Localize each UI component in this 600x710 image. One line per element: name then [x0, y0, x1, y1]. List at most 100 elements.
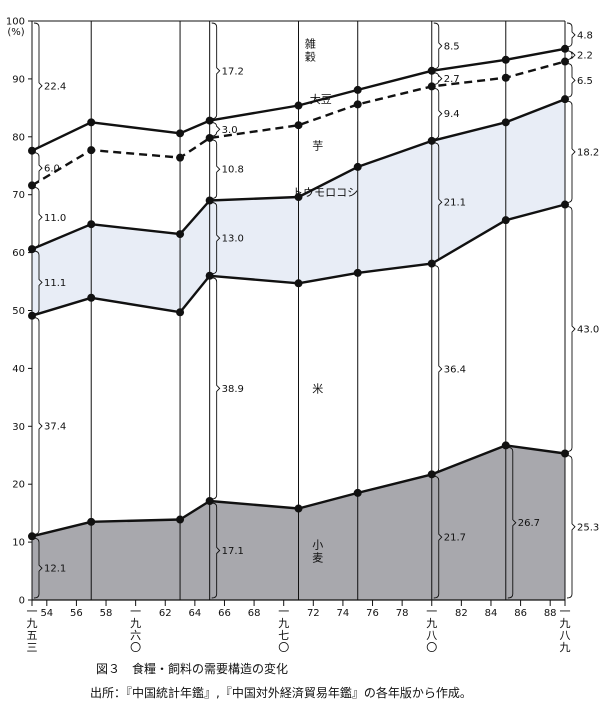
- share-label-1953-22.4: 22.4: [44, 81, 66, 92]
- bracket-1953-6.0: [33, 152, 43, 184]
- x-tick-label-1953-1: 九: [27, 617, 38, 630]
- crop-label-misc-grain-1: 穀: [305, 50, 316, 63]
- crop-label-misc-grain-0: 雑: [305, 36, 316, 50]
- point-soybean-1963: [176, 129, 185, 138]
- point-soybean-1989: [561, 44, 569, 53]
- y-tick-label-20: 20: [12, 480, 25, 491]
- point-rice-1965: [205, 271, 214, 280]
- share-label-1953-11.1: 11.1: [44, 278, 66, 289]
- bracket-1980-2.7: [433, 72, 443, 85]
- x-tick-label-1980-0: 一: [426, 605, 437, 618]
- x-tick-label-1964: 64: [188, 608, 201, 619]
- point-soybean-1975: [353, 85, 362, 94]
- crop-label-soybean: 大豆: [310, 92, 332, 106]
- bracket-1989-2.2: [566, 50, 576, 60]
- share-label-1965-38.9: 38.9: [222, 384, 244, 395]
- bracket-1980-21.7: [433, 475, 443, 599]
- share-label-1989-43.0: 43.0: [577, 325, 599, 336]
- share-label-1965-13.0: 13.0: [222, 234, 244, 245]
- bracket-1980-8.5: [433, 22, 443, 70]
- bracket-1953-11.1: [33, 250, 43, 315]
- x-tick-label-1960-1: 九: [130, 617, 141, 630]
- point-soybean-1985: [501, 55, 510, 64]
- bracket-1953-22.4: [33, 22, 43, 150]
- x-tick-label-1970-3: 〇: [278, 641, 289, 654]
- share-label-1953-37.4: 37.4: [44, 422, 66, 433]
- x-tick-label-1958: 58: [100, 608, 113, 619]
- x-tick-label-1984: 84: [485, 608, 498, 619]
- bracket-1989-6.5: [566, 63, 576, 98]
- x-tick-label-1960-2: 六: [130, 629, 141, 642]
- share-label-1985-26.7: 26.7: [518, 518, 540, 529]
- crop-label-rice: 米: [312, 383, 323, 396]
- point-corn-1975: [353, 162, 362, 171]
- point-potato-1989: [561, 57, 569, 66]
- share-label-1953-11.0: 11.0: [44, 213, 66, 224]
- share-label-1965-3.0: 3.0: [222, 125, 238, 136]
- bracket-1953-11.0: [33, 186, 43, 248]
- point-rice-1985: [501, 216, 510, 225]
- x-tick-label-1978: 78: [396, 608, 409, 619]
- point-potato-1963: [176, 153, 185, 162]
- point-corn-1963: [176, 230, 185, 239]
- crop-label-corn: トウモロコシ: [292, 186, 358, 199]
- point-rice-1957: [87, 293, 96, 302]
- point-rice-1975: [353, 268, 362, 277]
- point-potato-1980: [427, 82, 436, 91]
- x-tick-label-1988: 88: [544, 608, 557, 619]
- point-wheat-1975: [353, 488, 362, 497]
- x-tick-label-1974: 74: [337, 608, 350, 619]
- figure-source: 出所：『中国統計年鑑』,『中国対外経済貿易年鑑』の各年版から作成。: [90, 686, 472, 700]
- y-tick-label-10: 10: [12, 538, 25, 549]
- share-label-1980-9.4: 9.4: [444, 109, 460, 120]
- x-tick-label-1989-2: 八: [560, 629, 571, 642]
- x-tick-label-1976: 76: [366, 608, 379, 619]
- x-tick-label-1956: 56: [70, 608, 83, 619]
- point-corn-1989: [561, 95, 569, 104]
- x-tick-label-1980-2: 八: [426, 629, 437, 642]
- point-potato-1975: [353, 100, 362, 109]
- point-wheat-1963: [176, 515, 185, 524]
- crop-label-wheat-1: 麦: [312, 551, 323, 564]
- x-tick-label-1989-3: 九: [560, 641, 571, 654]
- y-axis-unit: (%): [7, 27, 24, 38]
- x-tick-label-1970-0: 一: [278, 605, 289, 618]
- x-tick-label-1980-1: 九: [426, 617, 437, 630]
- y-tick-label-60: 60: [12, 248, 25, 259]
- share-label-1989-2.2: 2.2: [577, 51, 593, 62]
- x-tick-label-1968: 68: [248, 608, 261, 619]
- x-tick-label-1953-3: 三: [27, 641, 38, 654]
- point-soybean-1953: [28, 146, 36, 155]
- share-label-1980-2.7: 2.7: [444, 74, 460, 85]
- share-label-1965-17.1: 17.1: [222, 546, 244, 557]
- bracket-1953-12.1: [33, 537, 43, 599]
- bracket-1980-21.1: [433, 142, 443, 263]
- y-tick-label-0: 0: [19, 596, 25, 607]
- x-tick-label-1980-3: 〇: [426, 641, 437, 654]
- point-wheat-1965: [205, 496, 214, 505]
- x-tick-label-1989-0: 一: [560, 605, 571, 618]
- point-rice-1980: [427, 259, 436, 268]
- point-corn-1953: [28, 245, 36, 254]
- bracket-1965-13.0: [211, 202, 221, 275]
- point-rice-1953: [28, 311, 36, 320]
- point-potato-1957: [87, 146, 96, 155]
- y-tick-label-100: 100: [6, 17, 25, 28]
- x-tick-label-1982: 82: [455, 608, 468, 619]
- point-wheat-1980: [427, 470, 436, 479]
- bracket-1989-43.0: [566, 206, 576, 452]
- share-label-1989-25.3: 25.3: [577, 522, 599, 533]
- share-label-1965-10.8: 10.8: [222, 165, 244, 176]
- y-tick-label-50: 50: [12, 306, 25, 317]
- bracket-1985-26.7: [507, 446, 517, 599]
- x-tick-label-1953-0: 一: [27, 605, 38, 618]
- bracket-1980-9.4: [433, 87, 443, 140]
- point-rice-1989: [561, 200, 569, 209]
- share-label-1980-36.4: 36.4: [444, 364, 466, 375]
- share-label-1980-21.1: 21.1: [444, 198, 466, 209]
- point-wheat-1985: [501, 441, 510, 450]
- bracket-1953-37.4: [33, 317, 43, 535]
- y-tick-label-90: 90: [12, 74, 25, 85]
- point-soybean-1965: [205, 116, 214, 125]
- share-label-1989-6.5: 6.5: [577, 76, 593, 87]
